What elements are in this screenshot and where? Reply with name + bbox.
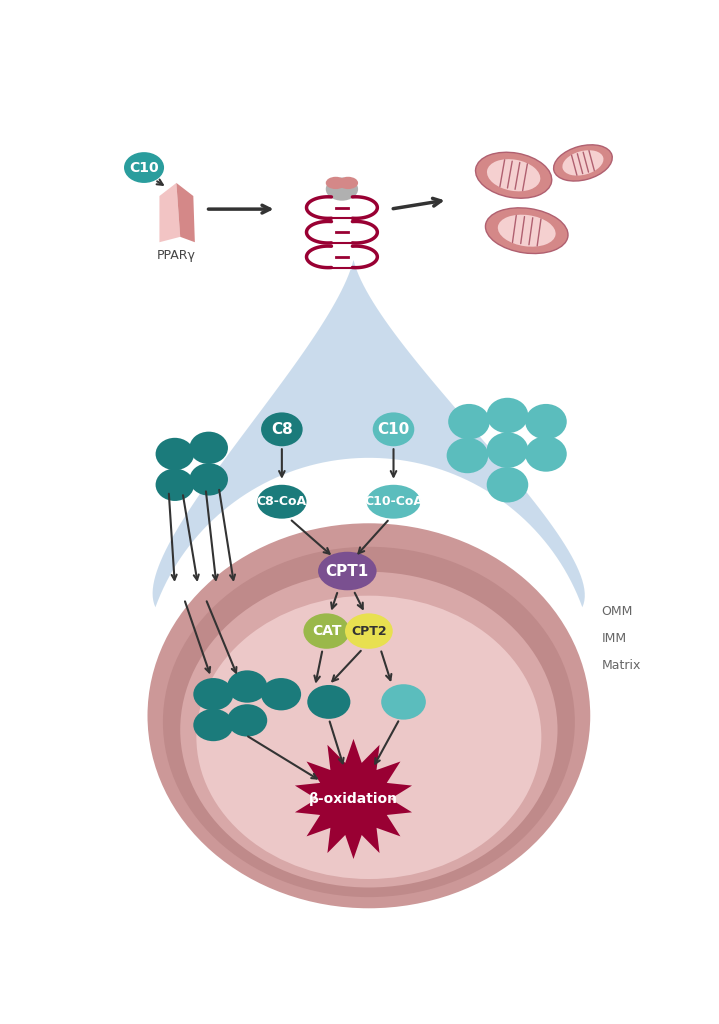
Text: IMM: IMM [601, 632, 626, 645]
Text: C10-CoA: C10-CoA [364, 496, 423, 508]
Ellipse shape [485, 208, 568, 254]
Ellipse shape [193, 678, 234, 711]
Ellipse shape [261, 678, 301, 711]
Polygon shape [176, 183, 195, 243]
Ellipse shape [367, 484, 421, 519]
Ellipse shape [554, 144, 613, 181]
Ellipse shape [446, 438, 488, 473]
Text: CAT: CAT [312, 624, 342, 638]
Ellipse shape [190, 463, 228, 496]
Ellipse shape [562, 151, 603, 175]
Ellipse shape [318, 552, 377, 590]
Ellipse shape [487, 432, 528, 468]
Ellipse shape [155, 469, 194, 501]
Ellipse shape [498, 215, 556, 247]
Ellipse shape [487, 159, 540, 191]
Text: C8: C8 [271, 422, 293, 437]
Ellipse shape [525, 436, 567, 472]
Ellipse shape [475, 153, 551, 199]
Ellipse shape [487, 397, 528, 433]
Ellipse shape [372, 413, 414, 446]
Text: Matrix: Matrix [601, 659, 641, 672]
Text: C10: C10 [129, 161, 159, 174]
Ellipse shape [307, 685, 350, 719]
Ellipse shape [227, 705, 267, 736]
Polygon shape [152, 260, 585, 607]
Ellipse shape [487, 467, 528, 503]
Text: C8-CoA: C8-CoA [257, 496, 307, 508]
Ellipse shape [193, 709, 234, 741]
Text: CPT1: CPT1 [326, 563, 369, 579]
Text: CPT2: CPT2 [351, 625, 387, 638]
Ellipse shape [257, 484, 306, 519]
Text: β-oxidation: β-oxidation [309, 792, 398, 806]
Text: PPARγ: PPARγ [157, 249, 196, 262]
Ellipse shape [381, 684, 426, 720]
Ellipse shape [190, 432, 228, 464]
Ellipse shape [124, 153, 164, 183]
Ellipse shape [227, 671, 267, 702]
Text: OMM: OMM [601, 605, 633, 618]
Ellipse shape [326, 177, 358, 201]
Ellipse shape [345, 613, 393, 649]
Ellipse shape [155, 438, 194, 470]
Text: C10: C10 [377, 422, 410, 437]
Ellipse shape [326, 177, 346, 189]
Ellipse shape [338, 177, 358, 189]
Ellipse shape [448, 403, 490, 439]
Ellipse shape [525, 403, 567, 439]
Ellipse shape [196, 596, 541, 879]
Polygon shape [295, 739, 412, 859]
Ellipse shape [147, 523, 590, 908]
Ellipse shape [180, 571, 557, 888]
Ellipse shape [303, 613, 349, 649]
Ellipse shape [261, 413, 303, 446]
Polygon shape [160, 183, 180, 243]
Ellipse shape [163, 547, 575, 897]
